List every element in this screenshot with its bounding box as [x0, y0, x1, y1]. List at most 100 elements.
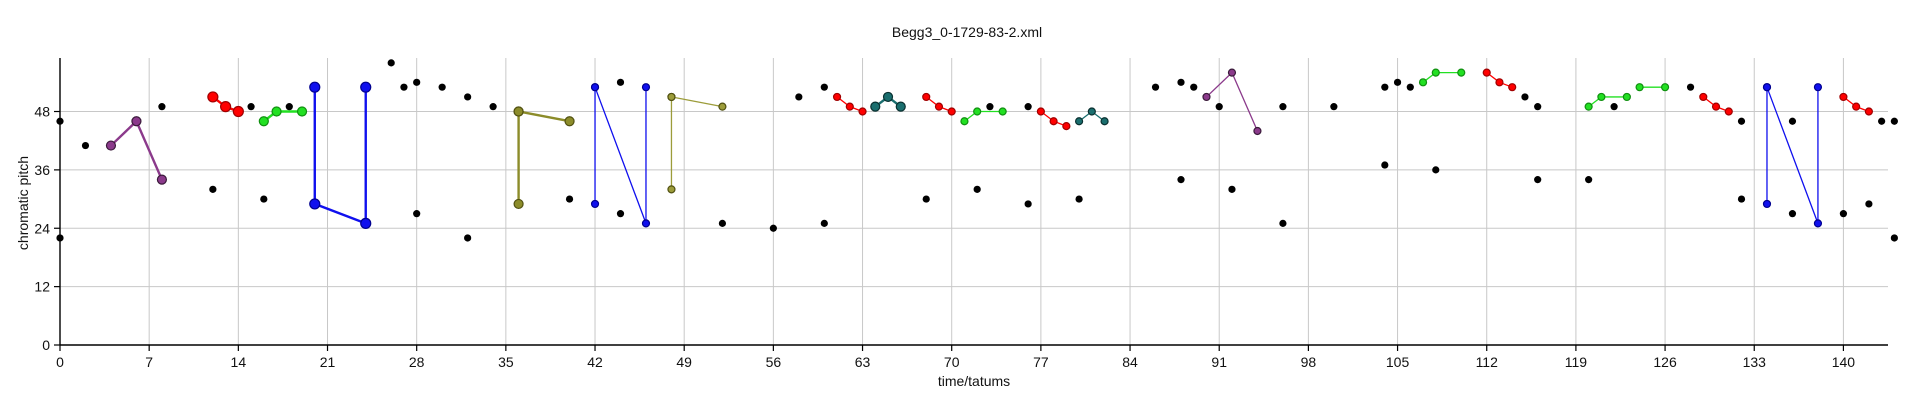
pattern-point [1495, 78, 1504, 87]
note-point [1686, 83, 1695, 91]
pattern-point [858, 107, 867, 116]
pattern-line [964, 110, 1003, 122]
pattern-point [934, 102, 944, 111]
pattern-point [360, 81, 372, 93]
note-point [795, 93, 803, 101]
note-point [285, 103, 293, 111]
pattern-point [513, 198, 524, 210]
note-point [1075, 195, 1083, 203]
pattern-point [998, 107, 1007, 116]
note-point [387, 59, 395, 67]
note-point [158, 103, 166, 111]
note-point [81, 141, 90, 150]
x-tick-label: 7 [145, 354, 153, 370]
note-point [413, 210, 421, 218]
pattern-point [1457, 68, 1466, 77]
x-tick-label: 21 [320, 354, 336, 370]
note-point [247, 103, 255, 111]
pattern-point [845, 102, 854, 111]
pattern-point [895, 101, 906, 112]
pattern-point [832, 92, 842, 102]
note-point [1737, 195, 1746, 203]
pattern-point [105, 140, 117, 151]
pattern-point [1062, 122, 1071, 131]
pattern-point [296, 106, 308, 117]
note-point [464, 234, 472, 242]
y-tick-label: 12 [34, 279, 50, 295]
note-point [1839, 210, 1848, 218]
pattern-point [667, 185, 676, 194]
x-tick-label: 63 [855, 354, 871, 370]
pattern-line [263, 110, 303, 123]
pattern-point [882, 91, 894, 103]
y-tick-label: 36 [34, 162, 50, 178]
x-tick-label: 133 [1743, 354, 1767, 370]
x-tick-label: 119 [1565, 354, 1588, 370]
pattern-point [922, 92, 931, 102]
pattern-point [667, 92, 676, 102]
note-point [1381, 161, 1389, 169]
pattern-point [1852, 102, 1861, 111]
note-point [616, 210, 625, 218]
y-axis-label: chromatic pitch [15, 156, 31, 250]
axis-layer [59, 58, 1888, 346]
pattern-point [1584, 102, 1593, 111]
y-tick-label: 48 [34, 104, 50, 120]
note-point [1878, 117, 1886, 125]
note-point [718, 219, 727, 227]
note-point [1865, 200, 1873, 208]
note-point [769, 224, 777, 232]
pattern-point [207, 91, 219, 103]
pattern-point [513, 106, 524, 117]
pattern-point [1711, 102, 1721, 111]
note-point [1190, 83, 1198, 91]
pattern-point [220, 101, 232, 113]
pattern-point [1699, 92, 1708, 102]
x-tick-label: 112 [1476, 354, 1499, 370]
x-tick-label: 105 [1386, 354, 1410, 370]
pattern-point [156, 174, 168, 185]
note-point [1393, 78, 1402, 86]
note-point [1215, 103, 1223, 111]
pattern-line [110, 119, 164, 181]
note-point [1534, 103, 1542, 111]
pattern-point [1482, 68, 1491, 77]
pattern-point [590, 83, 600, 92]
note-point [1330, 103, 1338, 111]
x-tick-label: 35 [498, 354, 514, 370]
note-point [1788, 210, 1797, 218]
pattern-point [1036, 107, 1045, 116]
note-point [438, 83, 446, 91]
note-point [1788, 117, 1797, 125]
pattern-point [947, 107, 956, 116]
note-point [400, 83, 408, 91]
pattern-point [309, 198, 321, 210]
pattern-point [1839, 92, 1848, 102]
note-point [1585, 176, 1593, 184]
note-point [1177, 78, 1185, 86]
pattern-line [594, 86, 647, 224]
note-point [1228, 185, 1236, 193]
pattern-point [1597, 92, 1606, 102]
pattern-point [870, 101, 881, 112]
pattern-point [1049, 117, 1058, 126]
note-point [413, 78, 421, 86]
note-point [1024, 200, 1032, 208]
pattern-point [309, 81, 321, 93]
pattern-line [313, 87, 367, 226]
x-tick-label: 126 [1653, 354, 1677, 370]
chart-title: Begg3_0-1729-83-2.xml [892, 24, 1042, 40]
pattern-point [1418, 78, 1428, 87]
note-point [1151, 83, 1160, 91]
pattern-line [670, 96, 723, 190]
note-point [973, 185, 981, 193]
pattern-point [590, 199, 600, 209]
x-tick-label: 140 [1832, 354, 1856, 370]
note-point [1610, 103, 1618, 111]
pattern-point [641, 83, 651, 92]
x-tick-label: 84 [1122, 354, 1138, 370]
note-point [209, 185, 217, 193]
x-tick-label: 56 [766, 354, 782, 370]
pattern-point [1813, 83, 1823, 92]
